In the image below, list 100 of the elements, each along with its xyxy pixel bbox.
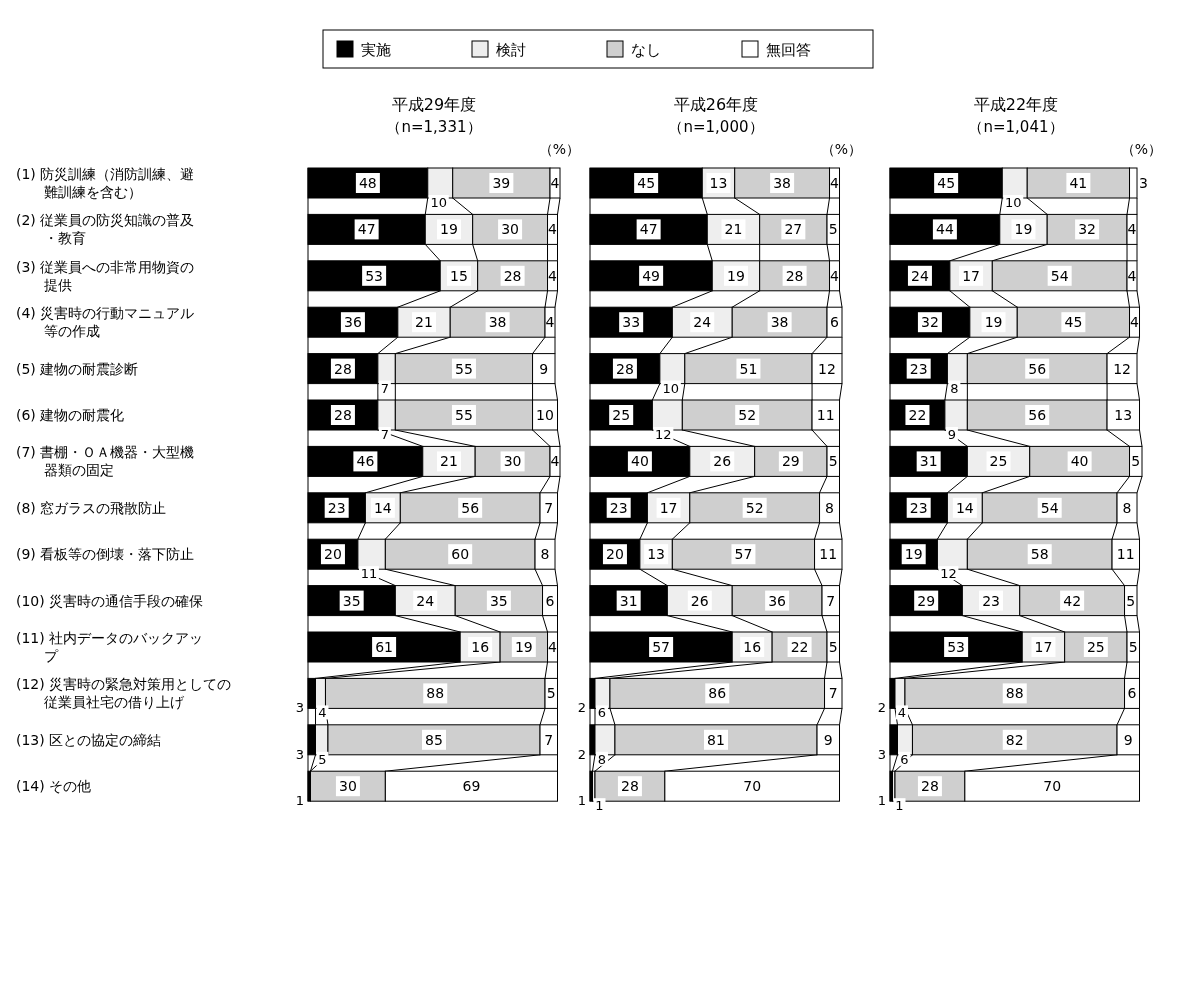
data-label: 5 [1126, 592, 1136, 609]
data-label: 39 [492, 175, 511, 191]
data-label: 1 [895, 798, 904, 814]
data-label: 6 [597, 705, 607, 721]
data-label: 57 [734, 546, 753, 563]
data-label: 28 [621, 778, 639, 795]
data-label: 85 [425, 731, 443, 748]
data-label: 82 [1005, 731, 1024, 748]
data-label: 4 [1127, 221, 1137, 238]
data-label: 81 [707, 731, 725, 748]
data-label: 9 [539, 360, 549, 377]
data-label: 15 [450, 267, 468, 284]
data-label: 32 [1078, 221, 1097, 238]
data-label: 9 [823, 731, 833, 748]
data-label: 4 [830, 267, 840, 284]
data-label: 21 [415, 314, 433, 331]
data-label: 23 [327, 499, 346, 516]
data-label: 19 [904, 546, 923, 563]
data-label: 4 [318, 705, 327, 721]
data-label: 4 [548, 639, 558, 655]
data-label: 33 [622, 314, 641, 331]
text: （%） [820, 141, 862, 157]
chart-title: 平成22年度 [973, 95, 1059, 114]
text: （%） [538, 141, 580, 157]
data-label: 23 [909, 499, 928, 516]
data-label: 26 [713, 453, 732, 470]
data-label: 7 [828, 685, 838, 702]
data-label: 22 [790, 639, 809, 655]
data-label: 24 [911, 267, 929, 284]
data-label: 88 [1005, 685, 1024, 702]
y-tick-label: (14) その他 [16, 778, 92, 795]
data-label: 17 [962, 267, 980, 284]
data-label: 1 [877, 793, 886, 809]
data-label: 12 [818, 360, 836, 377]
data-label: 24 [693, 314, 712, 331]
data-label: 31 [619, 592, 638, 609]
data-label: 54 [1050, 267, 1069, 284]
data-label: 6 [900, 751, 909, 767]
data-label: 12 [655, 427, 672, 442]
y-tick-label: (13) 区との協定の締結 [16, 731, 162, 748]
data-label: 4 [830, 175, 840, 191]
data-label: 8 [540, 546, 550, 563]
data-label: 16 [471, 639, 490, 655]
data-label: 52 [745, 499, 764, 516]
data-label: 29 [917, 592, 936, 609]
y-tick-label: (1) 防災訓練（消防訓練、避難訓練を含む） [16, 166, 195, 200]
data-label: 4 [548, 221, 558, 238]
data-label: 17 [1034, 639, 1053, 655]
data-label: 23 [609, 499, 628, 516]
data-label: 56 [1028, 407, 1047, 423]
data-label: 36 [768, 592, 787, 609]
data-label: 14 [373, 499, 392, 516]
data-label: 45 [637, 175, 656, 191]
data-label: 28 [334, 360, 352, 377]
data-label: 70 [1043, 778, 1062, 795]
y-tick-label: (6) 建物の耐震化 [16, 407, 125, 423]
data-label: 4 [1127, 267, 1137, 284]
data-label: 6 [1127, 685, 1137, 702]
data-label: 42 [1063, 592, 1082, 609]
data-label: 56 [461, 499, 480, 516]
data-label: 13 [709, 175, 728, 191]
data-label: 19 [440, 221, 458, 238]
data-label: 8 [597, 751, 607, 767]
y-tick-label: (2) 従業員の防災知識の普及・教育 [16, 212, 195, 247]
data-label: 4 [548, 267, 558, 284]
data-label: 51 [739, 360, 758, 377]
data-label: 49 [642, 267, 661, 284]
data-label: 30 [339, 778, 357, 795]
data-label: 19 [1014, 221, 1033, 238]
data-label: 5 [318, 751, 327, 767]
data-label: 11 [360, 566, 378, 582]
data-label: 1 [595, 798, 604, 814]
data-label: 28 [921, 778, 939, 795]
data-label: 6 [830, 314, 840, 331]
data-label: 57 [652, 639, 671, 655]
data-label: 58 [1030, 546, 1049, 563]
data-label: 8 [950, 380, 959, 396]
data-label: 5 [828, 453, 838, 470]
data-label: 19 [514, 639, 533, 655]
data-label: 5 [828, 639, 838, 655]
data-label: 26 [690, 592, 709, 609]
data-label: 35 [489, 592, 508, 609]
data-label: 35 [342, 592, 361, 609]
data-label: 56 [1028, 360, 1047, 377]
data-label: 1 [295, 793, 304, 809]
data-label: 2 [577, 746, 586, 762]
legend-label: 無回答 [766, 41, 811, 59]
data-label: 17 [659, 499, 678, 516]
data-label: 28 [785, 267, 804, 284]
data-label: 44 [935, 221, 954, 238]
data-label: 3 [877, 746, 886, 762]
data-label: 24 [416, 592, 435, 609]
data-label: 47 [357, 221, 376, 238]
data-label: 70 [743, 778, 762, 795]
legend-label: 実施 [361, 41, 391, 59]
data-label: 3 [295, 746, 304, 762]
y-tick-label: (7) 書棚・ＯＡ機器・大型機器類の固定 [16, 444, 195, 479]
data-label: 53 [947, 639, 966, 655]
data-label: 3 [1139, 175, 1148, 191]
chart-subtitle: （n=1,041） [968, 118, 1064, 136]
